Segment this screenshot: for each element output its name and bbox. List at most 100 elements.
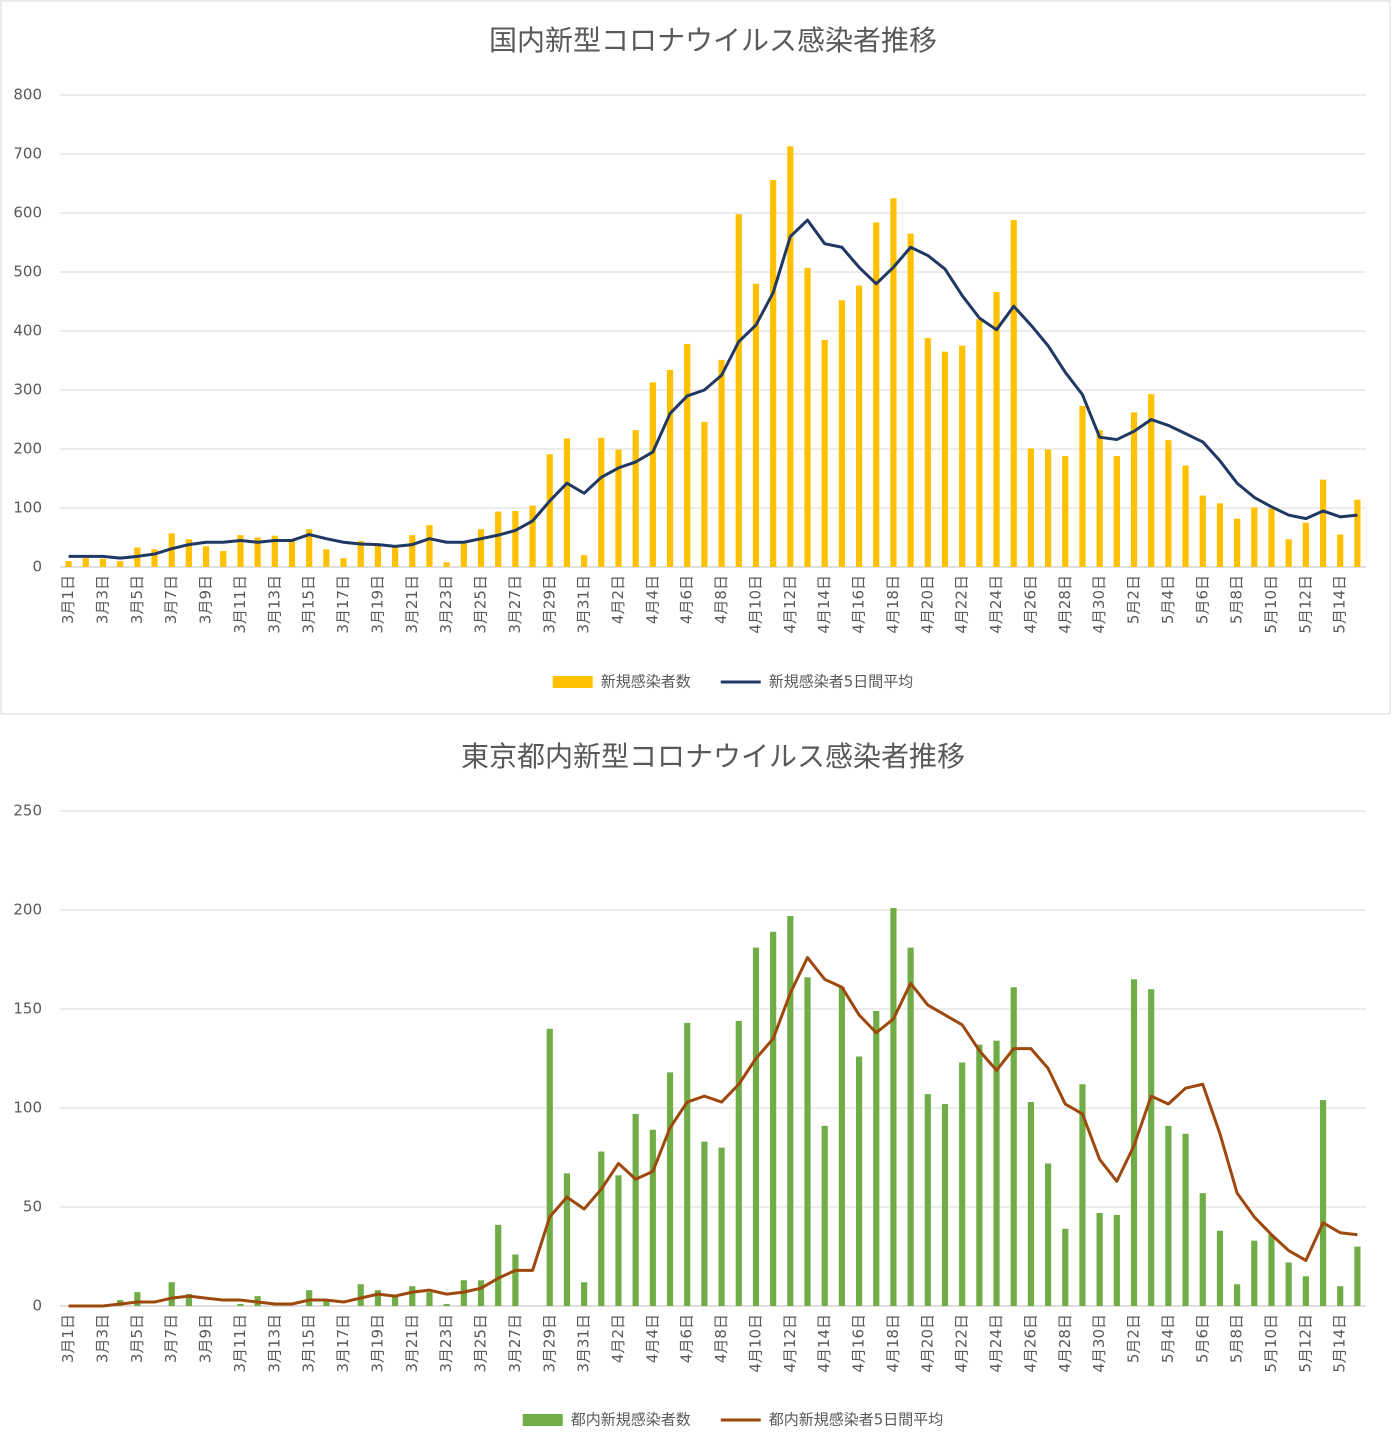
bar [563,438,571,567]
bar [787,915,794,1306]
bar [1285,1262,1292,1306]
bar [1302,522,1309,567]
bar [391,545,399,567]
x-tick-label: 5月12日 [1296,1314,1314,1373]
bar [254,537,261,567]
bar [1285,539,1292,567]
bar [770,931,777,1306]
bar [495,1224,502,1306]
bar [1113,1214,1120,1306]
bar [1079,1084,1086,1306]
bar [976,319,983,567]
bar [426,525,433,567]
bar [374,544,382,567]
bar [752,947,760,1306]
bar [752,283,760,567]
x-tick-label: 3月29日 [540,575,558,634]
bar [1216,1230,1224,1306]
x-tick-label: 3月15日 [300,1314,318,1373]
bar [615,1175,622,1306]
bar [770,179,777,567]
bar [735,1020,742,1306]
x-tick-label: 4月24日 [987,575,1005,634]
x-tick-label: 3月1日 [59,575,77,624]
x-tick-label: 4月10日 [746,1314,764,1373]
chart: 国内新型コロナウイルス感染者推移 0 100 200 300 400 500 600 700 80… [13,24,1366,691]
bar [924,338,931,567]
bar [821,339,828,567]
bar [1027,448,1035,567]
y-tick-label: 500 [13,263,42,281]
x-tick-label: 3月13日 [265,575,283,634]
x-tick-label: 3月1日 [59,1314,77,1363]
x-tick-label: 5月4日 [1159,575,1177,624]
legend-label: 都内新規感染者5日間平均 [769,1411,944,1429]
y-tick-label: 100 [13,1099,42,1117]
bar [1010,987,1017,1306]
bar [855,1056,863,1306]
bar [443,562,450,567]
bar [1130,412,1138,567]
x-tick-label: 4月6日 [678,575,696,624]
bar [581,1282,588,1306]
bar [185,539,192,567]
y-tick-label: 200 [13,901,42,919]
chart: 東京都内新型コロナウイルス感染者推移 0 50 100 150 200 250 3月1日 3月3… [13,740,1366,1429]
x-tick-label: 4月22日 [953,575,971,634]
x-tick-label: 5月2日 [1125,575,1143,624]
x-tick-label: 3月21日 [403,575,421,634]
x-tick-label: 3月19日 [368,1314,386,1373]
bar [340,558,347,567]
bar [357,1284,364,1306]
x-tick-label: 3月27日 [506,575,524,634]
y-tick-label: 600 [13,204,42,222]
bar [495,511,502,567]
x-tick-label: 3月17日 [334,1314,352,1373]
bar [907,947,914,1306]
bar [684,1022,691,1306]
x-tick-label: 3月23日 [437,575,455,634]
bar [477,1280,485,1306]
x-tick-label: 4月16日 [850,575,868,634]
bar [237,535,244,567]
x-tick-label: 4月22日 [953,1314,971,1373]
x-tick-label: 5月10日 [1262,575,1280,634]
x-tick-label: 4月4日 [643,1314,661,1363]
bar [1251,507,1258,567]
y-tick-label: 700 [13,145,42,163]
x-tick-label: 3月21日 [403,1314,421,1373]
x-tick-label: 3月27日 [506,1314,524,1373]
legend-label: 新規感染者数 [601,673,691,691]
x-tick-label: 5月6日 [1193,575,1211,624]
bar [323,549,330,567]
bar [1165,440,1172,567]
bar [581,555,588,567]
bar [838,300,845,567]
bar [1027,1102,1035,1306]
x-tick-label: 5月12日 [1296,575,1314,634]
x-tick-label: 5月2日 [1125,1314,1143,1363]
x-tick-label: 3月25日 [472,1314,490,1373]
bar [306,529,313,567]
x-tick-label: 3月7日 [162,575,180,624]
x-tick-label: 3月31日 [575,575,593,634]
bar [134,1292,141,1306]
y-tick-label: 800 [13,86,42,104]
bar [1182,1133,1189,1306]
bar [959,1062,966,1306]
bar [1251,1240,1258,1306]
x-tick-label: 5月14日 [1331,575,1349,634]
line [68,956,1358,1308]
bar [202,546,210,567]
bar [426,1292,433,1306]
x-tick-label: 4月18日 [884,1314,902,1373]
bar [391,1296,399,1306]
x-tick-label: 3月5日 [128,575,146,624]
bar [1302,1276,1309,1306]
bar [1319,479,1327,567]
bar [684,343,691,567]
bar [409,1286,416,1306]
bar [1096,430,1103,567]
bar [1096,1212,1103,1306]
